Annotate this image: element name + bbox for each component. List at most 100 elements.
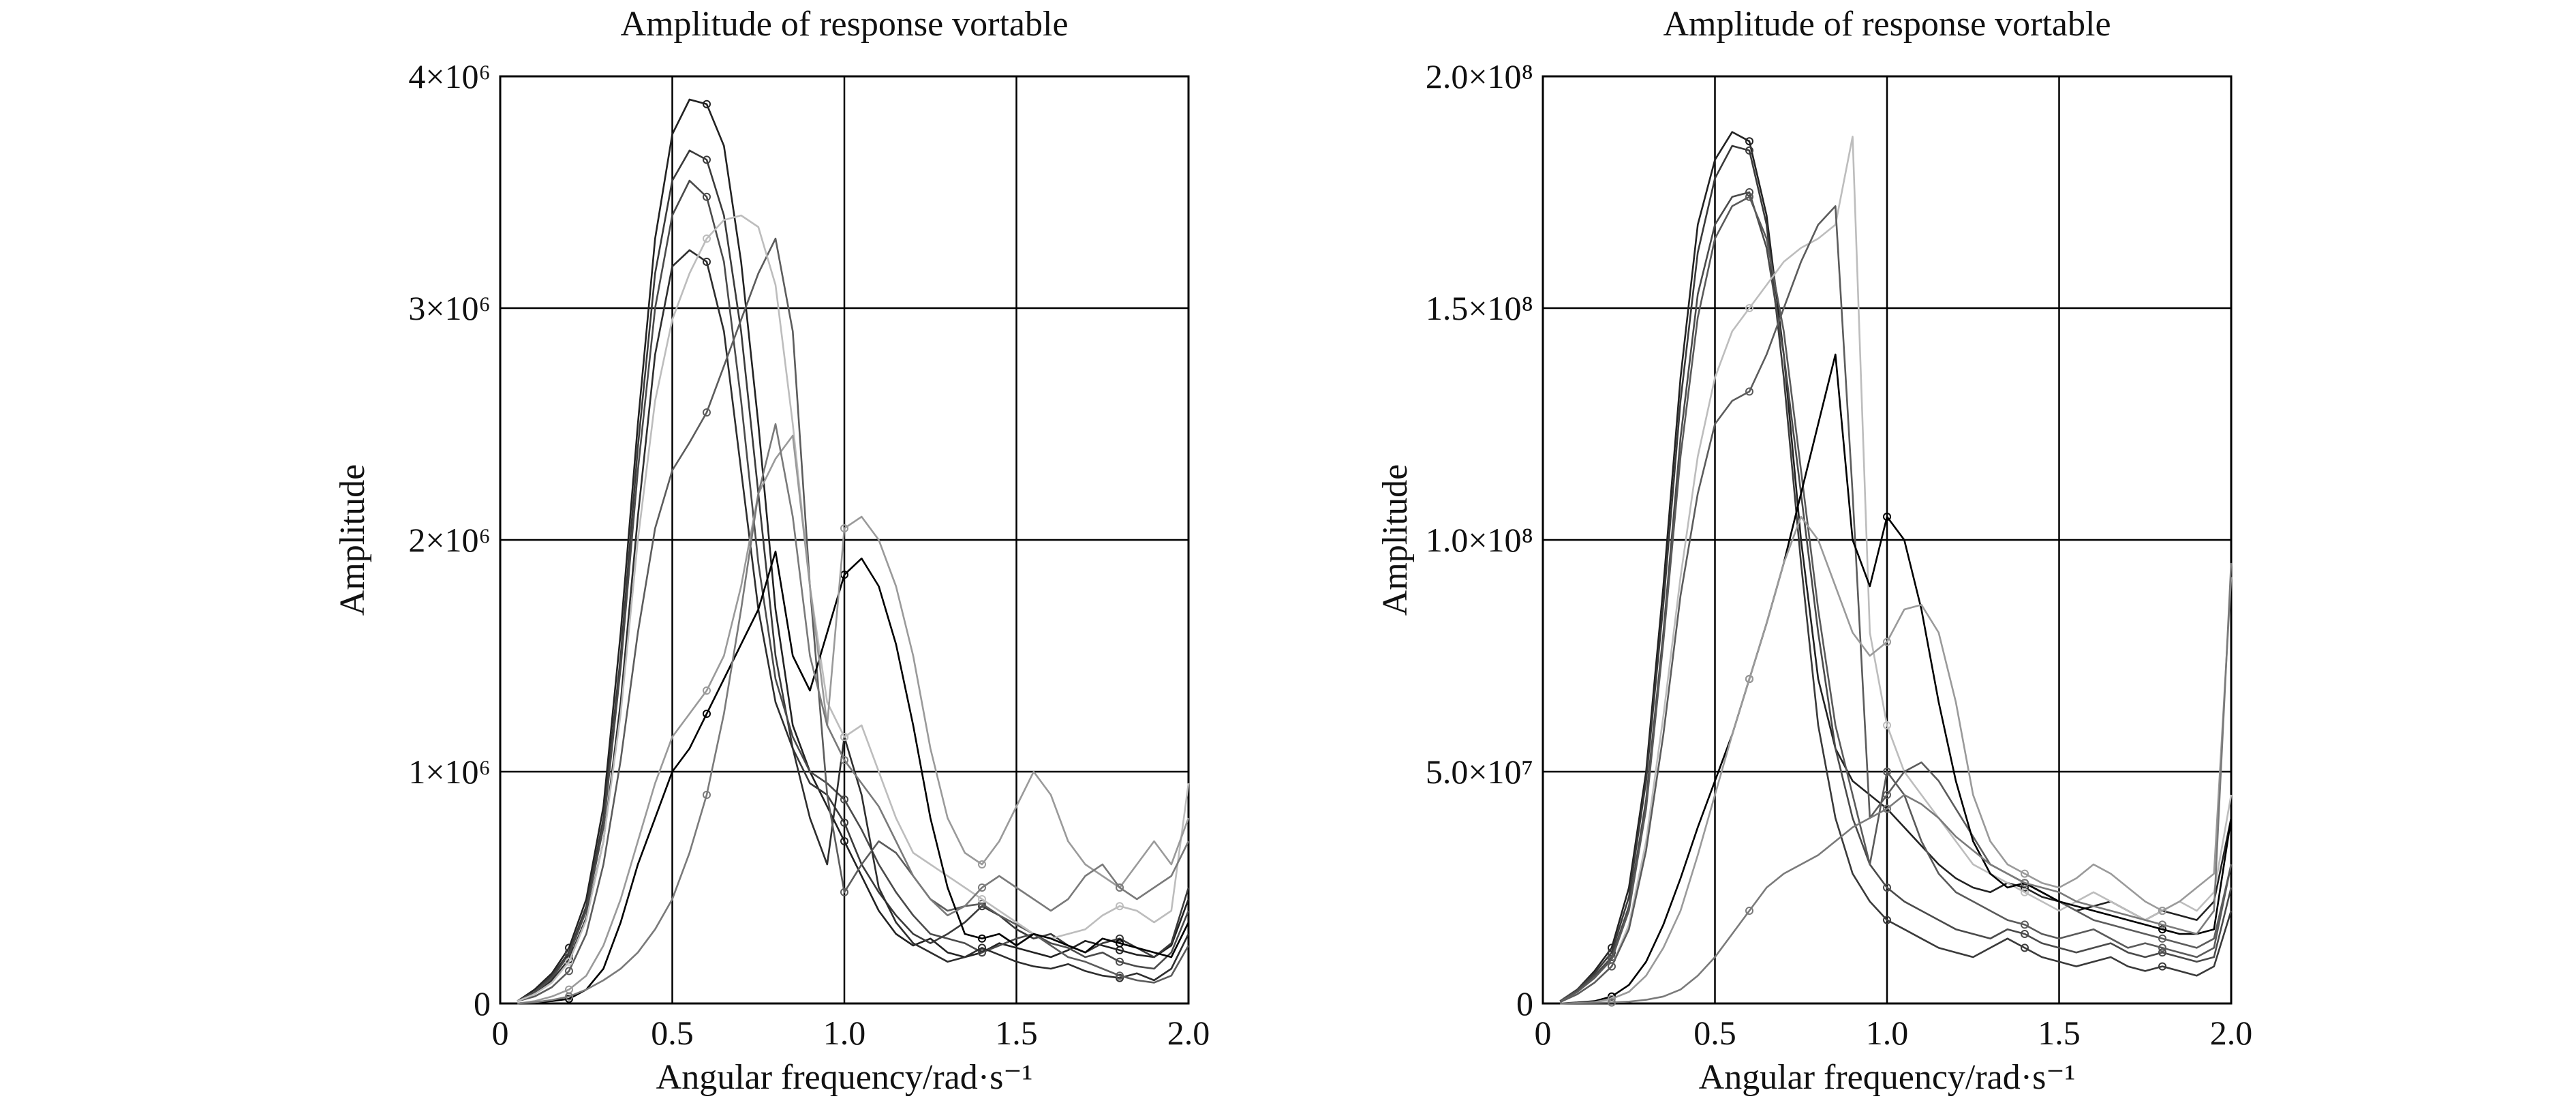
series-point-5 xyxy=(978,899,986,908)
series-line-5 xyxy=(517,237,1190,1002)
y-tick-label: 0 xyxy=(1516,984,1533,1023)
series-point-6 xyxy=(565,957,573,966)
series-point-8 xyxy=(840,524,848,532)
series-point-1 xyxy=(1745,137,1753,146)
series-point-2 xyxy=(1745,146,1753,155)
series-point-9 xyxy=(1883,804,1891,813)
series-point-9 xyxy=(565,992,573,1001)
series-point-6 xyxy=(1745,387,1753,396)
series-line-7 xyxy=(517,550,1190,1005)
left-chart: 0 0.5 1.0 1.5 2.0 0 1×10⁶ 2×10⁶ 3×10⁶ 4×10⁶ Amplit… xyxy=(333,5,1210,1097)
y-tick-label: 1.0×10⁸ xyxy=(1426,521,1533,559)
x-axis-label: Angular frequency/rad·s⁻¹ xyxy=(656,1058,1033,1097)
chart-title: Amplitude of response vortable xyxy=(620,5,1068,44)
series-line-7 xyxy=(1560,353,2233,1005)
series-point-2 xyxy=(1883,916,1891,924)
series-point-7 xyxy=(1883,513,1891,521)
series-point-6 xyxy=(703,235,711,243)
series-point-9 xyxy=(1608,998,1616,1007)
series-point-7 xyxy=(2158,925,2166,934)
y-tick-label: 2×10⁶ xyxy=(408,521,491,559)
series-line-6 xyxy=(517,214,1190,1002)
series-point-9 xyxy=(978,883,986,892)
series-line-1 xyxy=(517,98,1190,1002)
series-point-2 xyxy=(703,155,711,164)
series-line-1 xyxy=(1559,131,2233,1002)
series-point-3 xyxy=(840,795,848,804)
y-tick-label: 5.0×10⁷ xyxy=(1426,753,1533,791)
series-point-4 xyxy=(703,258,711,266)
series-point-4 xyxy=(1745,192,1753,201)
series-point-8 xyxy=(2158,907,2166,915)
series-point-5 xyxy=(1745,304,1753,312)
series-point-5 xyxy=(1883,721,1891,729)
series-point-9 xyxy=(2158,920,2166,929)
series-point-7 xyxy=(978,934,986,943)
x-tick-label: 2.0 xyxy=(1167,1014,1210,1052)
series-line-4 xyxy=(1559,196,2233,1003)
series-point-7 xyxy=(1116,939,1124,948)
series-point-6 xyxy=(978,895,986,903)
series-point-1 xyxy=(703,100,711,108)
series-line-9 xyxy=(517,423,1190,1005)
series-point-1 xyxy=(2021,883,2029,892)
plot-frame xyxy=(1542,75,2233,1005)
series-point-5 xyxy=(1116,971,1124,980)
y-tick-label: 0 xyxy=(474,984,491,1023)
series-point-1 xyxy=(840,837,848,845)
series-point-5 xyxy=(565,967,573,976)
series-point-5 xyxy=(2021,888,2029,896)
series-point-8 xyxy=(1883,637,1891,646)
series-line-8 xyxy=(1560,515,2233,1005)
plot-frame xyxy=(499,75,1190,1005)
series-point-3 xyxy=(1116,957,1124,966)
chart-title: Amplitude of response vortable xyxy=(1663,5,2111,44)
series-point-9 xyxy=(703,791,711,799)
series-line-8 xyxy=(517,434,1190,1005)
x-tick-label: 1.5 xyxy=(2038,1014,2081,1052)
series-point-8 xyxy=(978,860,986,868)
series-point-9 xyxy=(2021,879,2029,888)
x-tick-label: 0 xyxy=(492,1014,509,1052)
y-axis-label: Amplitude xyxy=(333,464,372,616)
series-point-9 xyxy=(840,756,848,764)
series-point-5 xyxy=(840,888,848,896)
series-point-8 xyxy=(703,686,711,695)
series-line-4 xyxy=(517,249,1190,1002)
series-point-4 xyxy=(2158,943,2166,952)
x-axis-label: Angular frequency/rad·s⁻¹ xyxy=(1699,1058,2076,1097)
x-tick-label: 0 xyxy=(1535,1014,1552,1052)
series-point-3 xyxy=(1745,188,1753,196)
x-tick-label: 0.5 xyxy=(651,1014,694,1052)
right-chart: 0 0.5 1.0 1.5 2.0 0 5.0×10⁷ 1.0×10⁸ 1.5×10⁸ 2.0×1… xyxy=(1376,5,2252,1097)
series-point-8 xyxy=(2021,869,2029,878)
series-point-5 xyxy=(703,408,711,417)
series-point-8 xyxy=(1745,675,1753,683)
series-point-2 xyxy=(2158,962,2166,971)
x-tick-label: 1.0 xyxy=(823,1014,866,1052)
series-point-4 xyxy=(2021,920,2029,929)
series-point-9 xyxy=(1745,907,1753,915)
series-point-3 xyxy=(2158,948,2166,957)
series-line-3 xyxy=(1559,191,2233,1002)
y-tick-label: 1×10⁶ xyxy=(408,753,491,791)
y-tick-label: 3×10⁶ xyxy=(408,289,491,327)
series-point-2 xyxy=(2021,943,2029,952)
series-point-2 xyxy=(1116,934,1124,943)
y-tick-label: 1.5×10⁸ xyxy=(1426,289,1533,327)
series-line-9 xyxy=(1560,562,2233,1005)
series-point-7 xyxy=(703,710,711,718)
x-tick-label: 0.5 xyxy=(1693,1014,1736,1052)
x-tick-label: 1.0 xyxy=(1866,1014,1909,1052)
series-point-6 xyxy=(1116,902,1124,911)
x-tick-label: 1.5 xyxy=(995,1014,1038,1052)
series-line-5 xyxy=(1559,136,2233,1003)
series-point-6 xyxy=(1883,791,1891,799)
series-point-3 xyxy=(1883,883,1891,892)
series-point-4 xyxy=(978,943,986,952)
series-point-9 xyxy=(1116,883,1124,892)
series-point-7 xyxy=(565,995,573,1003)
y-tick-label: 2.0×10⁸ xyxy=(1426,57,1533,95)
series-point-4 xyxy=(1116,973,1124,982)
